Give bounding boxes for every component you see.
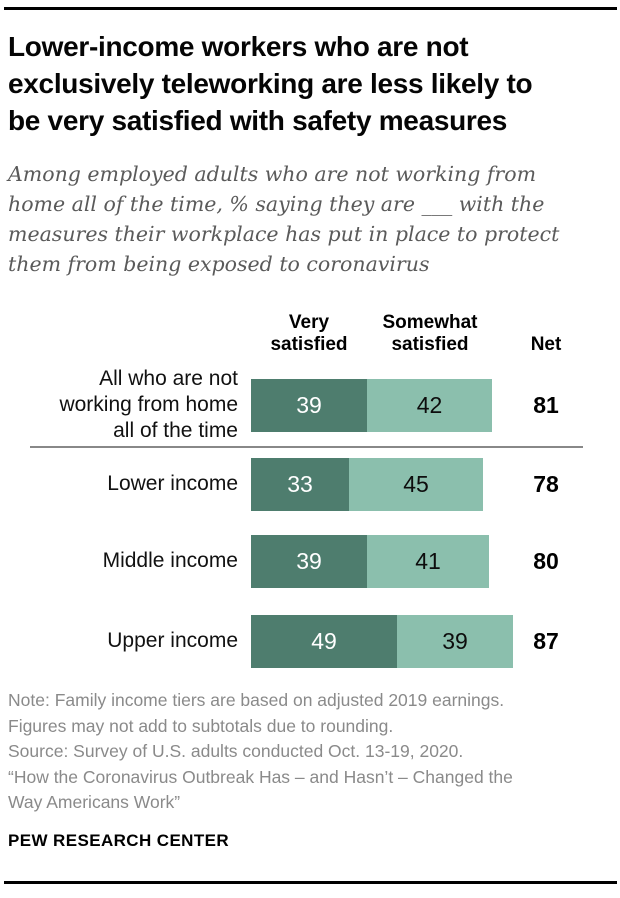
note-line-1: Note: Family income tiers are based on a… [8, 690, 505, 710]
bar-row-all: 39 42 [251, 379, 492, 432]
subtitle-line-4: them from being exposed to coronavirus [8, 252, 430, 276]
row-divider [30, 446, 583, 448]
chart-note: Note: Family income tiers are based on a… [8, 688, 614, 816]
subtitle-line-3: measures their workplace has put in plac… [8, 222, 560, 246]
pew-research-center-logo-text: PEW RESEARCH CENTER [8, 831, 230, 850]
column-header-somewhat-satisfied: Somewhat satisfied [382, 312, 478, 355]
bar-segment-very-satisfied: 39 [251, 379, 367, 432]
net-value-all: 81 [533, 392, 559, 418]
subtitle-line-1: Among employed adults who are not workin… [8, 162, 537, 186]
bar-segment-somewhat-satisfied: 42 [367, 379, 492, 432]
chart-subtitle: Among employed adults who are not workin… [8, 159, 614, 279]
title-line-1: Lower-income workers who are not [8, 31, 469, 62]
net-value-lower-income: 78 [533, 471, 559, 497]
note-line-4: “How the Coronavirus Outbreak Has – and … [8, 766, 513, 787]
bottom-rule [4, 881, 617, 884]
row-label-lower-income: Lower income [107, 472, 238, 495]
row-label-all-not-wfh: All who are not working from home all of… [59, 367, 238, 442]
note-line-5: Way Americans Work” [8, 792, 181, 812]
note-line-2: Figures may not add to subtotals due to … [8, 715, 394, 736]
bar-segment-somewhat-satisfied: 45 [349, 458, 483, 511]
note-line-3: Source: Survey of U.S. adults conducted … [8, 741, 464, 761]
title-line-3: be very satisfied with safety measures [8, 105, 508, 136]
net-value-middle-income: 80 [533, 548, 559, 574]
row-label-upper-income: Upper income [107, 629, 238, 652]
bar-row-upper-income: 49 39 [251, 615, 513, 668]
bar-segment-somewhat-satisfied: 39 [397, 615, 513, 668]
bar-segment-very-satisfied: 49 [251, 615, 397, 668]
bar-row-lower-income: 33 45 [251, 458, 483, 511]
net-value-upper-income: 87 [533, 628, 559, 654]
subtitle-line-2: home all of the time, % saying they are … [8, 192, 545, 216]
top-rule [4, 7, 617, 10]
bar-segment-somewhat-satisfied: 41 [367, 535, 489, 588]
column-header-very-satisfied: Very satisfied [270, 312, 348, 355]
bar-segment-very-satisfied: 39 [251, 535, 367, 588]
column-header-net: Net [530, 334, 562, 355]
bar-segment-very-satisfied: 33 [251, 458, 349, 511]
bar-row-middle-income: 39 41 [251, 535, 489, 588]
page-title: Lower-income workers who are not exclusi… [8, 28, 614, 139]
row-label-middle-income: Middle income [102, 549, 238, 572]
title-line-2: exclusively teleworking are less likely … [8, 68, 533, 99]
